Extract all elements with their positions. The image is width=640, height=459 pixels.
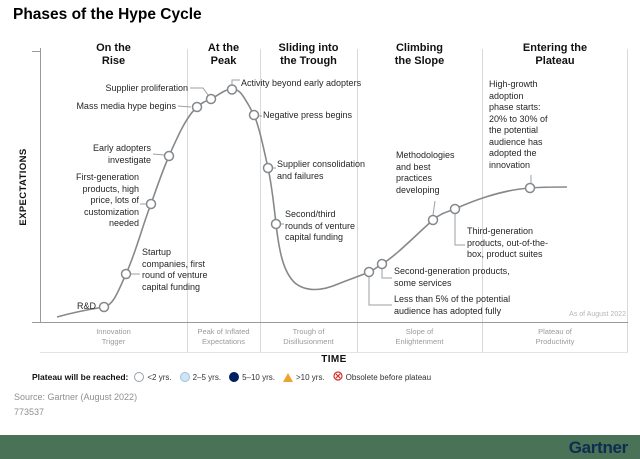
as-of-date: As of August 2022 (569, 311, 626, 318)
y-axis-title: EXPECTATIONS (18, 148, 29, 226)
milestone-marker (524, 182, 536, 194)
annotation-methodologies: Methodologies and best practices develop… (396, 150, 455, 195)
phase-header-sliding-into-trough: Sliding into the Trough (278, 42, 339, 68)
annotation-early-adopters: Early adopters investigate (92, 143, 151, 165)
milestone-marker (270, 218, 282, 230)
annotation-startup-companies: Startup companies, first round of ventur… (142, 247, 208, 292)
annotation-third-generation: Third-generation products, out-of-the- b… (467, 226, 549, 260)
milestone-marker (191, 101, 203, 113)
circle-navy-icon (229, 372, 240, 382)
milestone-marker (262, 162, 274, 174)
legend-item-under-2-yrs: <2 yrs. (134, 372, 172, 382)
stage-label-peak-of-inflated: Peak of Inflated Expectations (197, 327, 250, 347)
legend-title: Plateau will be reached: (32, 372, 129, 382)
circle-outline-icon (134, 372, 145, 382)
annotation-supplier-consolidation: Supplier consolidation and failures (277, 159, 366, 181)
annotation-second-third-rounds: Second/third rounds of venture capital f… (285, 209, 356, 243)
legend: Plateau will be reached: <2 yrs. 2–5 yrs… (32, 370, 439, 384)
annotation-mass-media-hype: Mass media hype begins (76, 101, 176, 111)
phase-header-at-the-peak: At the Peak (207, 42, 240, 68)
milestone-marker (163, 150, 175, 162)
x-axis-title: TIME (321, 354, 347, 365)
milestone-marker (427, 214, 439, 226)
legend-item-label: >10 yrs. (295, 372, 325, 382)
milestone-marker (205, 93, 217, 105)
legend-item-label: 2–5 yrs. (192, 372, 222, 382)
legend-item-5-10-yrs: 5–10 yrs. (229, 372, 275, 382)
annotation-less-than-5-percent: Less than 5% of the potential audience h… (394, 294, 511, 316)
phase-header-entering-the-plateau: Entering the Plateau (522, 42, 588, 68)
milestone-marker (363, 266, 375, 278)
annotation-supplier-proliferation: Supplier proliferation (105, 83, 188, 93)
annotation-second-generation: Second-generation products, some service… (394, 266, 510, 288)
legend-item-label: Obsolete before plateau (345, 372, 432, 382)
triangle-icon (282, 372, 293, 382)
legend-item-label: 5–10 yrs. (242, 372, 275, 382)
source-text: Source: Gartner (August 2022) (14, 392, 138, 402)
stage-label-trough-disillusionment: Trough of Disillusionment (283, 327, 334, 347)
annotation-activity-beyond: Activity beyond early adopters (241, 78, 362, 88)
circle-lightblue-icon (179, 372, 190, 382)
stage-label-slope-enlightenment: Slope of Enlightenment (395, 327, 444, 347)
legend-item-obsolete: Obsolete before plateau (333, 371, 431, 383)
annotation-rd: R&D (76, 301, 96, 311)
legend-item-over-10-yrs: >10 yrs. (282, 372, 325, 382)
document-id: 773537 (14, 407, 45, 417)
legend-item-label: <2 yrs. (147, 372, 172, 382)
legend-item-2-5-yrs: 2–5 yrs. (179, 372, 222, 382)
milestone-marker (120, 268, 132, 280)
milestone-marker (226, 84, 238, 95)
milestone-marker (248, 109, 260, 121)
milestone-marker (98, 301, 110, 313)
phase-header-climbing-the-slope: Climbing the Slope (394, 42, 445, 68)
annotation-high-growth-adoption: High-growth adoption phase starts: 20% t… (489, 79, 548, 170)
footer-band (0, 435, 640, 459)
annotation-first-generation: First-generation products, high price, l… (75, 172, 139, 229)
phase-header-on-the-rise: On the Rise (96, 42, 131, 68)
milestone-marker (449, 203, 461, 215)
stage-label-plateau-productivity: Plateau of Productivity (535, 327, 575, 347)
gartner-logo: Gartner (568, 438, 629, 457)
page-title: Phases of the Hype Cycle (13, 6, 202, 23)
milestone-marker (145, 198, 157, 210)
crossed-circle-icon (333, 371, 343, 383)
milestone-marker (376, 258, 388, 270)
stage-label-innovation-trigger: Innovation Trigger (96, 327, 131, 347)
annotation-negative-press: Negative press begins (263, 110, 353, 120)
